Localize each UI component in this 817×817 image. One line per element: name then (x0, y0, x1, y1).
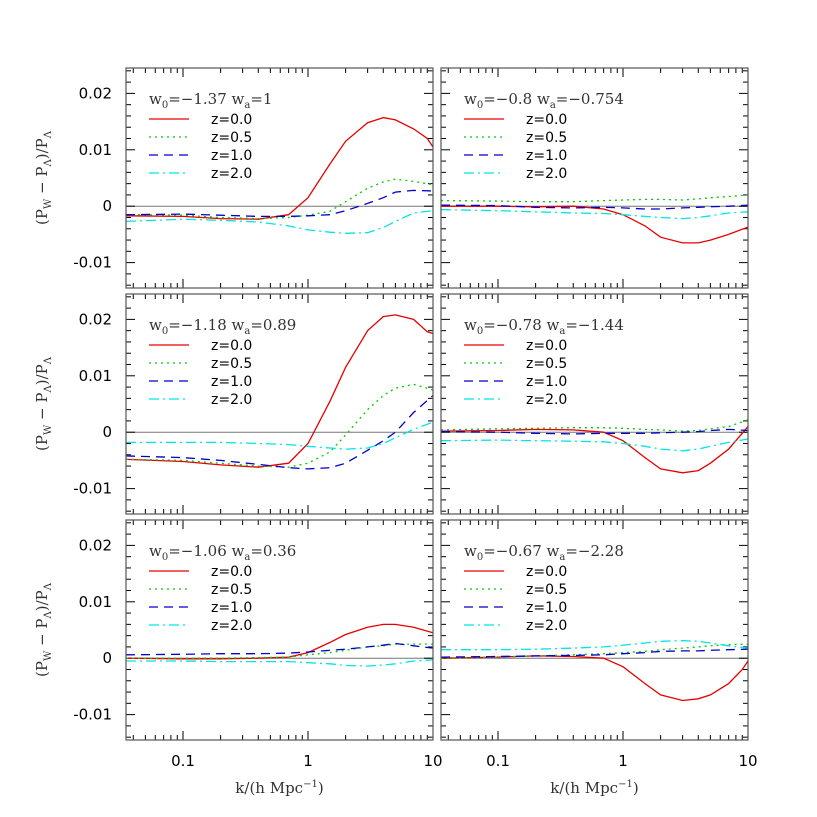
legend-label: z=1.0 (211, 148, 252, 164)
panel-3: w0=−1.18 wa=0.89z=0.0 z=0.5 z=1.0 z=2.0 0.02… (33, 293, 434, 515)
x-tick-label: 0.1 (486, 752, 510, 770)
x-tick-label: 1 (303, 752, 313, 770)
y-tick-label: 0.02 (79, 310, 112, 328)
series-line-z10 (126, 642, 433, 656)
legend-label: z=0.0 (526, 112, 567, 128)
panel-5: w0=−1.06 wa=0.36z=0.0 z=0.5 z=1.0 z=2.0 0.02… (33, 519, 443, 797)
y-tick-label: -0.01 (73, 706, 112, 724)
x-tick-label: 10 (423, 752, 442, 770)
series-line-z00 (126, 314, 433, 468)
legend-label: z=0.5 (211, 582, 252, 598)
series-line-z05 (441, 194, 748, 203)
legend-label: z=0.5 (526, 582, 567, 598)
y-axis-label: (PW − PΛ)/PΛ (33, 130, 54, 225)
legend-label: z=0.5 (211, 130, 252, 146)
series-line-z20 (126, 421, 433, 450)
legend-label: z=0.0 (211, 112, 252, 128)
x-tick-label: 0.1 (171, 752, 195, 770)
param-annotation: w0=−0.78 wa=−1.44 (464, 316, 624, 337)
series-line-z10 (441, 204, 748, 210)
legend-label: z=1.0 (526, 600, 567, 616)
legend-label: z=0.5 (526, 130, 567, 146)
series-line-z20 (126, 659, 433, 667)
y-tick-label: 0 (102, 197, 112, 215)
param-annotation: w0=−0.8 wa=−0.754 (464, 90, 624, 111)
param-annotation: w0=−0.67 wa=−2.28 (464, 542, 624, 563)
y-tick-label: 0 (102, 649, 112, 667)
legend-label: z=2.0 (211, 166, 252, 182)
panel-1: w0=−1.37 wa=1z=0.0 z=0.5 z=1.0 z=2.0 0.02 0.0… (33, 67, 434, 289)
series-line-z10 (441, 428, 748, 435)
legend-label: z=0.5 (211, 356, 252, 372)
series-line-z05 (126, 643, 433, 659)
panel-frame (440, 67, 749, 289)
y-tick-label: 0.01 (79, 593, 112, 611)
legend-label: z=2.0 (211, 392, 252, 408)
y-tick-label: 0.02 (79, 84, 112, 102)
series-line-z00 (441, 205, 748, 244)
y-tick-label: 0.01 (79, 367, 112, 385)
y-axis-label: (PW − PΛ)/PΛ (33, 356, 54, 451)
panel-frame (125, 293, 434, 515)
y-tick-label: 0.01 (79, 141, 112, 159)
legend-label: z=0.5 (526, 356, 567, 372)
legend-label: z=0.0 (211, 564, 252, 580)
series-line-z05 (441, 419, 748, 432)
series-line-z05 (126, 383, 433, 468)
legend-label: z=2.0 (526, 166, 567, 182)
x-axis-label: k/(h Mpc−1) (235, 779, 323, 797)
panel-frame (440, 293, 749, 515)
param-annotation: w0=−1.06 wa=0.36 (149, 542, 296, 563)
x-tick-label: 1 (618, 752, 628, 770)
panel-frame (440, 519, 749, 741)
series-line-z20 (441, 208, 748, 220)
series-line-z10 (441, 648, 748, 658)
x-tick-label: 10 (738, 752, 757, 770)
series-line-z20 (441, 438, 748, 452)
panel-frame (125, 67, 434, 289)
legend-label: z=1.0 (526, 374, 567, 390)
legend-label: z=0.0 (211, 338, 252, 354)
legend-label: z=0.0 (526, 564, 567, 580)
legend-label: z=0.0 (526, 338, 567, 354)
y-tick-label: -0.01 (73, 480, 112, 498)
series-line-z10 (126, 189, 433, 218)
panel-6: w0=−0.67 wa=−2.28z=0.0 z=0.5 z=1.0 z=2.0 0.1… (440, 519, 758, 797)
legend-label: z=2.0 (526, 392, 567, 408)
series-line-z00 (126, 116, 433, 220)
y-tick-label: -0.01 (73, 254, 112, 272)
series-line-z10 (126, 395, 433, 470)
series-line-z00 (126, 623, 433, 660)
series-line-z20 (441, 640, 748, 651)
y-tick-label: 0 (102, 423, 112, 441)
series-line-z00 (441, 426, 748, 474)
param-annotation: w0=−1.37 wa=1 (149, 90, 272, 111)
series-line-z00 (441, 655, 748, 702)
param-annotation: w0=−1.18 wa=0.89 (149, 316, 296, 337)
series-line-z05 (126, 178, 433, 220)
legend-label: z=1.0 (211, 374, 252, 390)
legend-label: z=1.0 (211, 600, 252, 616)
panel-4: w0=−0.78 wa=−1.44z=0.0 z=0.5 z=1.0 z=2.0 (440, 293, 749, 515)
y-axis-label: (PW − PΛ)/PΛ (33, 582, 54, 677)
y-tick-label: 0.02 (79, 536, 112, 554)
legend-label: z=1.0 (526, 148, 567, 164)
panel-frame (125, 519, 434, 741)
legend-label: z=2.0 (211, 618, 252, 634)
series-line-z05 (441, 643, 748, 659)
series-line-z20 (126, 210, 433, 234)
x-axis-label: k/(h Mpc−1) (550, 779, 638, 797)
legend-label: z=2.0 (526, 618, 567, 634)
